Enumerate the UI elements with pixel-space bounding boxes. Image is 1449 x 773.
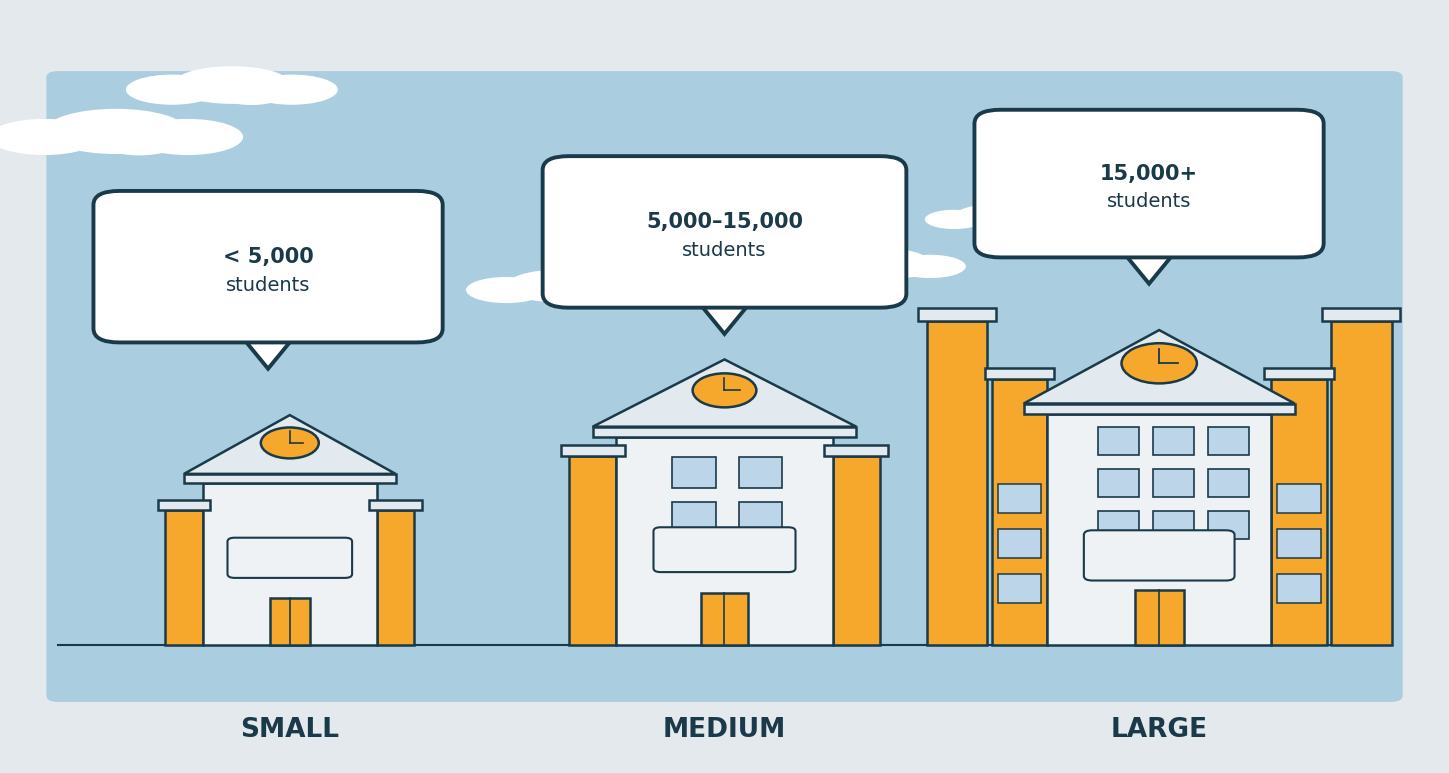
FancyBboxPatch shape — [1084, 530, 1235, 581]
FancyBboxPatch shape — [1278, 529, 1321, 558]
Ellipse shape — [43, 109, 187, 154]
Ellipse shape — [649, 243, 696, 261]
FancyBboxPatch shape — [593, 427, 856, 437]
Ellipse shape — [132, 119, 243, 155]
FancyBboxPatch shape — [1321, 308, 1400, 321]
FancyBboxPatch shape — [1208, 427, 1249, 455]
Ellipse shape — [245, 75, 338, 105]
FancyBboxPatch shape — [1153, 511, 1194, 539]
Ellipse shape — [872, 258, 926, 278]
FancyBboxPatch shape — [997, 529, 1040, 558]
Polygon shape — [184, 415, 396, 474]
FancyBboxPatch shape — [616, 437, 833, 645]
Ellipse shape — [801, 255, 874, 278]
FancyBboxPatch shape — [1272, 379, 1326, 645]
Polygon shape — [1023, 330, 1295, 404]
Ellipse shape — [172, 66, 291, 104]
FancyBboxPatch shape — [984, 368, 1053, 379]
FancyBboxPatch shape — [203, 483, 377, 645]
Ellipse shape — [668, 240, 730, 261]
FancyBboxPatch shape — [1153, 469, 1194, 497]
Ellipse shape — [216, 79, 287, 105]
Text: LARGE: LARGE — [1110, 717, 1208, 744]
FancyBboxPatch shape — [701, 593, 748, 645]
Ellipse shape — [506, 270, 610, 302]
Ellipse shape — [97, 124, 181, 155]
Text: students: students — [682, 241, 767, 260]
Ellipse shape — [467, 277, 546, 303]
Polygon shape — [1108, 234, 1190, 284]
FancyBboxPatch shape — [165, 510, 203, 645]
FancyBboxPatch shape — [270, 598, 310, 645]
Ellipse shape — [620, 235, 698, 260]
Circle shape — [693, 373, 756, 407]
FancyBboxPatch shape — [672, 457, 716, 488]
Circle shape — [261, 427, 319, 458]
FancyBboxPatch shape — [1153, 427, 1194, 455]
Text: 15,000+: 15,000+ — [1100, 164, 1198, 184]
Ellipse shape — [588, 240, 651, 261]
FancyBboxPatch shape — [569, 456, 616, 645]
Text: students: students — [226, 276, 310, 295]
FancyBboxPatch shape — [561, 445, 625, 456]
FancyBboxPatch shape — [833, 456, 880, 645]
FancyBboxPatch shape — [93, 191, 442, 342]
FancyBboxPatch shape — [1046, 414, 1272, 645]
Ellipse shape — [569, 277, 649, 303]
FancyBboxPatch shape — [1098, 469, 1139, 497]
Circle shape — [1122, 343, 1197, 383]
FancyBboxPatch shape — [1264, 368, 1333, 379]
Ellipse shape — [0, 119, 100, 155]
FancyBboxPatch shape — [1023, 404, 1294, 414]
Polygon shape — [684, 284, 765, 334]
FancyBboxPatch shape — [1106, 223, 1193, 243]
Ellipse shape — [894, 255, 966, 278]
Ellipse shape — [955, 204, 1030, 229]
Text: students: students — [1107, 192, 1191, 211]
FancyBboxPatch shape — [1135, 590, 1184, 645]
FancyBboxPatch shape — [542, 156, 906, 308]
FancyBboxPatch shape — [225, 308, 312, 328]
FancyBboxPatch shape — [653, 527, 796, 572]
FancyBboxPatch shape — [377, 510, 414, 645]
Text: MEDIUM: MEDIUM — [662, 717, 787, 744]
FancyBboxPatch shape — [997, 574, 1040, 603]
Ellipse shape — [126, 75, 219, 105]
FancyBboxPatch shape — [1278, 484, 1321, 513]
Text: 5,000–15,000: 5,000–15,000 — [646, 212, 803, 232]
FancyBboxPatch shape — [1208, 469, 1249, 497]
FancyBboxPatch shape — [991, 379, 1046, 645]
FancyBboxPatch shape — [184, 474, 396, 483]
FancyBboxPatch shape — [1098, 511, 1139, 539]
Ellipse shape — [838, 248, 930, 278]
Polygon shape — [593, 359, 856, 427]
FancyBboxPatch shape — [917, 308, 995, 321]
FancyBboxPatch shape — [227, 538, 352, 578]
Ellipse shape — [545, 281, 606, 303]
FancyBboxPatch shape — [681, 274, 768, 293]
FancyBboxPatch shape — [824, 445, 888, 456]
Ellipse shape — [1001, 209, 1061, 229]
FancyBboxPatch shape — [369, 500, 422, 510]
FancyBboxPatch shape — [997, 484, 1040, 513]
Text: SMALL: SMALL — [241, 717, 339, 744]
Ellipse shape — [924, 209, 984, 229]
FancyBboxPatch shape — [158, 500, 210, 510]
FancyBboxPatch shape — [1098, 427, 1139, 455]
Text: < 5,000: < 5,000 — [223, 247, 313, 267]
Ellipse shape — [982, 213, 1027, 230]
FancyBboxPatch shape — [1278, 574, 1321, 603]
FancyBboxPatch shape — [926, 321, 987, 645]
FancyBboxPatch shape — [46, 71, 1403, 702]
FancyBboxPatch shape — [974, 110, 1323, 257]
FancyBboxPatch shape — [739, 457, 782, 488]
Polygon shape — [227, 319, 309, 369]
FancyBboxPatch shape — [739, 502, 782, 533]
FancyBboxPatch shape — [1208, 511, 1249, 539]
FancyBboxPatch shape — [1330, 321, 1391, 645]
FancyBboxPatch shape — [672, 502, 716, 533]
